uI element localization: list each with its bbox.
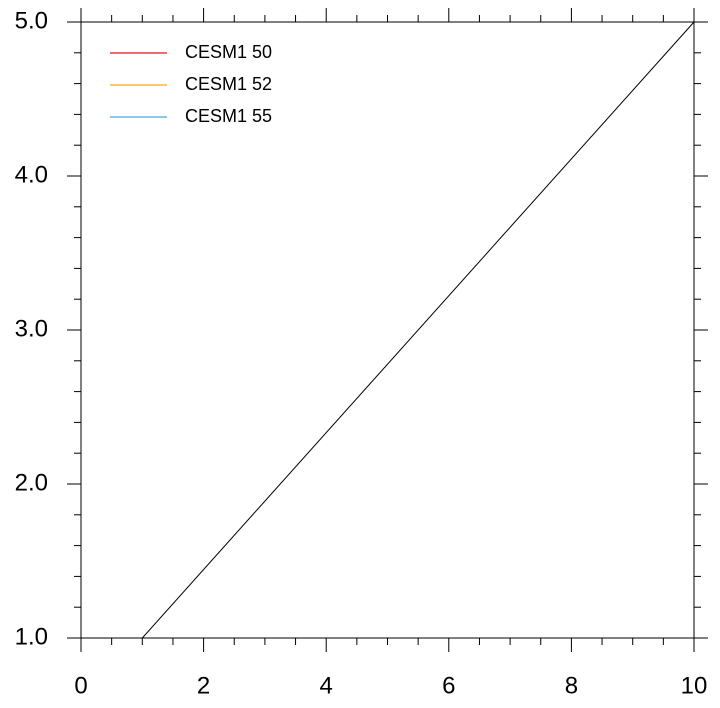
x-tick-label: 10 (681, 672, 708, 699)
x-tick-label: 8 (565, 672, 578, 699)
y-tick-label: 2.0 (15, 469, 48, 496)
legend-label: CESM1 52 (185, 74, 272, 94)
plot-frame (80, 21, 695, 639)
reference-line (141, 21, 695, 639)
y-tick-label: 1.0 (15, 623, 48, 650)
x-tick-label: 4 (320, 672, 333, 699)
y-tick-label: 5.0 (15, 7, 48, 34)
x-tick-label: 0 (74, 672, 87, 699)
legend-label: CESM1 50 (185, 42, 272, 62)
x-tick-label: 2 (197, 672, 210, 699)
x-tick-label: 6 (442, 672, 455, 699)
y-tick-label: 3.0 (15, 315, 48, 342)
y-tick-label: 4.0 (15, 161, 48, 188)
legend-label: CESM1 55 (185, 106, 272, 126)
